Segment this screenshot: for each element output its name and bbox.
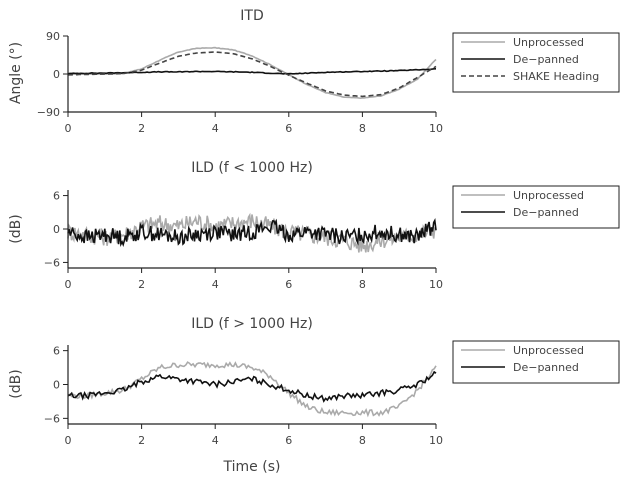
x-tick-label-2: 10 <box>429 278 443 291</box>
chart-title-2: ILD (f < 1000 Hz) <box>191 160 313 176</box>
x-tick-label-2: 0 <box>65 278 72 291</box>
series-line-1-de-panned <box>67 68 436 75</box>
y-tick-label-3: 0 <box>53 379 60 392</box>
y-tick-label-2: 6 <box>53 190 60 203</box>
chart-title-1: ITD <box>240 8 263 24</box>
x-tick-label-1: 6 <box>285 122 292 135</box>
y-axis-label-3: (dB) <box>8 369 24 398</box>
y-tick-label-2: 0 <box>53 223 60 236</box>
series-line-3-de-panned <box>67 370 437 403</box>
x-tick-label-1: 0 <box>65 122 72 135</box>
legend-label-3: De−panned <box>513 361 579 374</box>
y-tick-label-1: 90 <box>46 30 60 43</box>
y-tick-label-1: 0 <box>53 68 60 81</box>
y-tick-label-3: 6 <box>53 345 60 358</box>
x-tick-label-1: 10 <box>429 122 443 135</box>
series-line-2-unprocessed <box>67 212 437 253</box>
x-tick-label-2: 6 <box>285 278 292 291</box>
legend-box-3 <box>452 340 620 384</box>
legend-label-1: De−panned <box>513 53 579 66</box>
x-tick-label-3: 4 <box>212 434 219 447</box>
legend-label-1: SHAKE Heading <box>513 70 599 83</box>
series-line-2-de-panned <box>67 217 437 248</box>
legend-box-1 <box>452 32 620 93</box>
x-tick-label-1: 8 <box>359 122 366 135</box>
x-axis-label: Time (s) <box>223 459 281 475</box>
y-axis-label-1: Angle (°) <box>8 42 24 104</box>
y-tick-label-3: −6 <box>44 412 60 425</box>
y-tick-label-2: −6 <box>44 256 60 269</box>
x-tick-label-3: 6 <box>285 434 292 447</box>
x-tick-label-3: 8 <box>359 434 366 447</box>
legend-label-1: Unprocessed <box>513 36 584 49</box>
x-tick-label-3: 10 <box>429 434 443 447</box>
legend-label-3: Unprocessed <box>513 344 584 357</box>
x-tick-label-3: 0 <box>65 434 72 447</box>
x-tick-label-2: 4 <box>212 278 219 291</box>
legend-box-2 <box>452 185 620 229</box>
legend-label-2: De−panned <box>513 206 579 219</box>
x-tick-label-3: 2 <box>138 434 145 447</box>
x-tick-label-1: 4 <box>212 122 219 135</box>
x-tick-label-2: 8 <box>359 278 366 291</box>
x-tick-label-2: 2 <box>138 278 145 291</box>
legend-label-2: Unprocessed <box>513 189 584 202</box>
x-tick-label-1: 2 <box>138 122 145 135</box>
chart-title-3: ILD (f > 1000 Hz) <box>191 316 313 332</box>
y-axis-label-2: (dB) <box>8 214 24 243</box>
y-tick-label-1: −90 <box>37 106 60 119</box>
series-line-1-shake-heading <box>67 51 437 98</box>
